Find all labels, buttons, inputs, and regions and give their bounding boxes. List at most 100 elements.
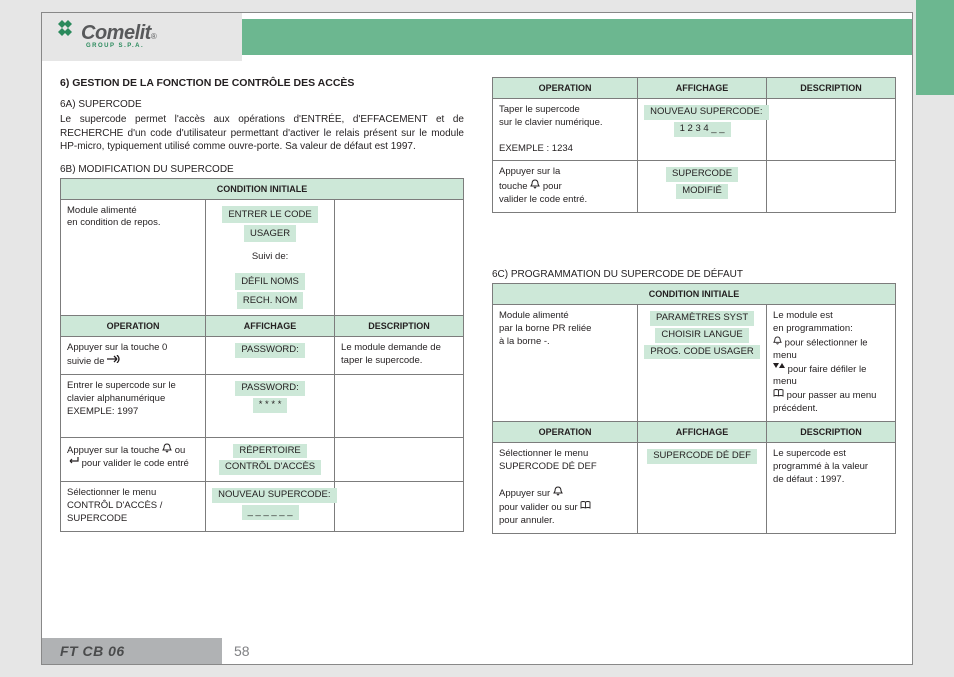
th-op: OPERATION xyxy=(493,421,638,442)
th-condition: CONDITION INITIALE xyxy=(61,178,464,199)
chip: _ _ _ _ _ _ xyxy=(242,505,299,520)
cell-op: Appuyer sur la touche ou pour valider le… xyxy=(61,437,206,482)
cell-aff: SUPERCODE DÉ DEF xyxy=(638,442,767,533)
enter-icon xyxy=(67,457,79,470)
cell-op: Taper le supercode sur le clavier numéri… xyxy=(493,99,638,161)
logo-area: Comelit ® GROUP S.P.A. xyxy=(42,13,242,61)
cell-aff: SUPERCODE MODIFIÉ xyxy=(638,161,767,212)
brand-name: Comelit xyxy=(81,22,151,45)
footer-code: FT CB 06 xyxy=(42,638,222,664)
th-desc: DESCRIPTION xyxy=(767,78,896,99)
cell-aff: PARAMÈTRES SYST CHOISIR LANGUE PROG. COD… xyxy=(638,304,767,421)
table-6c: CONDITION INITIALE Module alimenté par l… xyxy=(492,283,896,534)
text: pour annuler. xyxy=(499,515,554,526)
cell-aff: RÉPERTOIRE CONTRÔL D'ACCÈS xyxy=(206,437,335,482)
cell-desc xyxy=(767,161,896,212)
text: Sélectionner le menu SUPERCODE DÉ DEF Ap… xyxy=(499,448,597,499)
text: précédent. xyxy=(773,403,818,414)
chip: CHOISIR LANGUE xyxy=(655,328,748,343)
chip: RÉPERTOIRE xyxy=(233,444,306,459)
chip: PROG. CODE USAGER xyxy=(644,345,759,360)
text: en programmation: xyxy=(773,323,853,334)
text: suivie de xyxy=(67,356,107,367)
chip: 1 2 3 4 _ _ xyxy=(674,122,731,137)
text: Le module est xyxy=(773,310,833,321)
table-row: Appuyer sur la touche pour valider le co… xyxy=(493,161,896,212)
chip-mid: Suivi de: xyxy=(212,251,328,264)
text: pour passer au menu xyxy=(784,390,876,401)
left-column: 6) GESTION DE LA FONCTION DE CONTRÔLE DE… xyxy=(60,77,464,622)
cell-desc xyxy=(335,437,464,482)
table-row: Sélectionner le menu CONTRÔL D'ACCÈS / S… xyxy=(61,482,464,531)
chip: CONTRÔL D'ACCÈS xyxy=(219,460,321,475)
table-6b: CONDITION INITIALE Module alimenté en co… xyxy=(60,178,464,532)
footer-page: 58 xyxy=(222,638,250,664)
chip: ENTRER LE CODE xyxy=(222,206,317,223)
cell-desc xyxy=(335,199,464,316)
side-stripe xyxy=(916,0,954,95)
chip: PARAMÈTRES SYST xyxy=(650,311,754,326)
brand-sub: GROUP S.P.A. xyxy=(86,43,236,49)
cell-desc xyxy=(335,482,464,531)
chip: SUPERCODE xyxy=(666,167,738,182)
chip: DÉFIL NOMS xyxy=(235,273,305,290)
chip: USAGER xyxy=(244,225,296,242)
book-icon xyxy=(580,501,591,514)
text: ou xyxy=(175,444,186,455)
footer: FT CB 06 58 xyxy=(42,634,912,664)
cell-op: Module alimenté en condition de repos. xyxy=(61,199,206,316)
arrow-icon xyxy=(107,355,121,368)
content: 6) GESTION DE LA FONCTION DE CONTRÔLE DE… xyxy=(60,77,896,622)
chip: * * * * xyxy=(253,398,288,413)
logo: Comelit ® xyxy=(56,17,236,45)
table-row: Sélectionner le menu SUPERCODE DÉ DEF Ap… xyxy=(493,442,896,533)
cell-op: Appuyer sur la touche pour valider le co… xyxy=(493,161,638,212)
cell-aff: ENTRER LE CODE USAGER Suivi de: DÉFIL NO… xyxy=(206,199,335,316)
book-icon xyxy=(773,389,784,402)
th-desc: DESCRIPTION xyxy=(335,316,464,337)
th-aff: AFFICHAGE xyxy=(206,316,335,337)
page: Comelit ® GROUP S.P.A. 6) GESTION DE LA … xyxy=(41,12,913,665)
table-row: Taper le supercode sur le clavier numéri… xyxy=(493,99,896,161)
table-row: Appuyer sur la touche 0 suivie de PASSWO… xyxy=(61,337,464,375)
cell-desc: Le module est en programmation: pour sél… xyxy=(767,304,896,421)
cell-aff: NOUVEAU SUPERCODE: 1 2 3 4 _ _ xyxy=(638,99,767,161)
text: pour valider ou sur xyxy=(499,502,580,513)
th-aff: AFFICHAGE xyxy=(638,421,767,442)
cell-desc xyxy=(767,99,896,161)
cell-op: Entrer le supercode sur le clavier alpha… xyxy=(61,374,206,437)
text: pour sélectionner le menu xyxy=(773,337,868,361)
section-title: 6) GESTION DE LA FONCTION DE CONTRÔLE DE… xyxy=(60,77,464,89)
cell-aff: NOUVEAU SUPERCODE: _ _ _ _ _ _ xyxy=(206,482,335,531)
cell-op: Module alimenté par la borne PR reliée à… xyxy=(493,304,638,421)
chip: PASSWORD: xyxy=(235,381,304,396)
th-op: OPERATION xyxy=(493,78,638,99)
cell-aff: PASSWORD: * * * * xyxy=(206,374,335,437)
bell-icon xyxy=(773,336,782,350)
cell-desc: Le supercode est programmé à la valeur d… xyxy=(767,442,896,533)
text: pour faire défiler le menu xyxy=(773,364,866,388)
subsection-6a-title: 6A) SUPERCODE xyxy=(60,99,464,110)
subsection-6a-text: Le supercode permet l'accès aux opératio… xyxy=(60,113,464,154)
cell-op: Appuyer sur la touche 0 suivie de xyxy=(61,337,206,375)
bell-icon xyxy=(162,443,172,458)
brand-r: ® xyxy=(151,32,157,41)
table-row: Module alimenté par la borne PR reliée à… xyxy=(493,304,896,421)
chip: SUPERCODE DÉ DEF xyxy=(647,449,757,464)
text: Appuyer sur la touche 0 xyxy=(67,342,167,353)
chip: MODIFIÉ xyxy=(676,184,728,199)
text: Appuyer sur la touche xyxy=(67,444,162,455)
table-row: Module alimenté en condition de repos. E… xyxy=(61,199,464,316)
bell-icon xyxy=(530,179,540,194)
th-op: OPERATION xyxy=(61,316,206,337)
cell-desc xyxy=(335,374,464,437)
chip: PASSWORD: xyxy=(235,343,304,358)
bell-icon xyxy=(553,486,563,501)
chip: RECH. NOM xyxy=(237,292,303,309)
updown-icon xyxy=(773,363,785,376)
table-right-top: OPERATION AFFICHAGE DESCRIPTION Taper le… xyxy=(492,77,896,213)
chip: NOUVEAU SUPERCODE: xyxy=(212,488,336,503)
table-row: Appuyer sur la touche ou pour valider le… xyxy=(61,437,464,482)
table-row: Entrer le supercode sur le clavier alpha… xyxy=(61,374,464,437)
cell-op: Sélectionner le menu CONTRÔL D'ACCÈS / S… xyxy=(61,482,206,531)
